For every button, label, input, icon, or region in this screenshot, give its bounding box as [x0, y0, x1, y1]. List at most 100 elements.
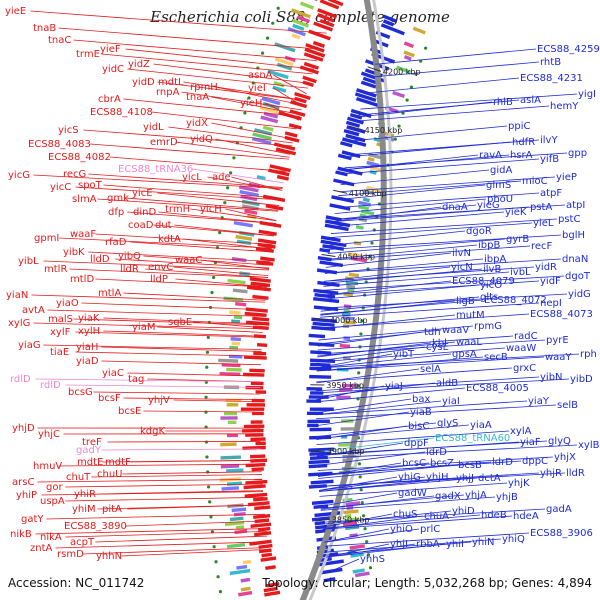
forward-gene-mark [252, 316, 270, 322]
stats-label: Topology: circular; Length: 5,032,268 bp… [262, 576, 592, 590]
gene-connector [73, 39, 317, 62]
gene-connector [324, 258, 562, 274]
gene-connector [330, 222, 533, 238]
gene-connector [103, 330, 263, 337]
gene-connector [351, 125, 508, 142]
forward-gene-mark [260, 556, 277, 562]
forward-gene-mark [265, 565, 276, 571]
gene-connector [126, 197, 279, 211]
gene-connector [127, 372, 261, 377]
gene-connector [316, 367, 513, 383]
reverse-gene-mark [320, 235, 341, 243]
gene-connector [328, 558, 360, 573]
gene-label: rdlD [10, 374, 31, 385]
kbp-tick-label: 3850 kbp [332, 515, 370, 524]
gene-label: radC [514, 331, 538, 342]
gene-label: yiaC [102, 368, 124, 379]
gene-connector [365, 77, 520, 94]
feature-block [274, 57, 294, 67]
gene-label: trmH [165, 204, 190, 215]
feature-block [232, 288, 248, 294]
gene-label: kdtA [158, 234, 181, 245]
gene-connector [43, 344, 262, 350]
feature-block [230, 337, 241, 342]
gene-label: hsrA [510, 150, 533, 161]
gc-dot [204, 395, 208, 399]
kbp-tick-label: 3900 kbp [327, 447, 365, 456]
gene-label: ECS88_4005 [466, 383, 529, 394]
gene-label: tdh [424, 327, 441, 338]
gene-connector [175, 278, 267, 288]
gene-label: chuS [393, 509, 418, 520]
gene-label: waaC [175, 255, 202, 266]
gene-connector [316, 353, 393, 369]
kbp-tick-label: 4050 kbp [337, 253, 375, 262]
gene-label: cbrA [98, 94, 121, 105]
gene-connector [319, 314, 456, 330]
gc-dot [247, 96, 251, 100]
gene-label: ibpB [478, 240, 500, 251]
feature-block [226, 481, 243, 486]
gene-label: atpI [566, 200, 585, 211]
gene-connector [322, 510, 452, 525]
gene-label: yibD [570, 374, 593, 385]
gene-label: kbl [432, 338, 447, 349]
reverse-gene-mark [313, 288, 339, 295]
reverse-gene-mark [312, 321, 335, 327]
gene-connector [316, 411, 410, 427]
feature-block [342, 316, 355, 321]
forward-gene-mark [242, 445, 266, 451]
forward-gene-mark [258, 548, 272, 554]
gene-connector [273, 87, 304, 107]
gene-connector [211, 96, 301, 116]
forward-gene-mark [302, 75, 317, 84]
forward-gene-mark [294, 92, 311, 100]
feature-block [352, 568, 365, 574]
gene-label: yibK [63, 247, 85, 258]
gene-label: glmS [486, 180, 511, 191]
gene-connector [370, 61, 540, 78]
reverse-gene-mark [319, 260, 344, 268]
gene-connector [101, 448, 261, 451]
gc-dot [365, 540, 369, 544]
gene-label: coaD [128, 220, 154, 231]
gene-connector [317, 460, 522, 475]
gene-connector [323, 266, 451, 282]
forward-gene-mark [257, 526, 271, 532]
gene-connector [325, 252, 452, 268]
gene-label: asnA [248, 70, 273, 81]
kbp-tick-mark [315, 518, 330, 522]
gene-label: yhjG [398, 472, 421, 483]
forward-gene-mark [268, 168, 290, 177]
gene-connector [318, 329, 442, 345]
gc-dot [357, 371, 361, 375]
gene-label: yigI [578, 89, 596, 100]
gene-label: mtlR [44, 264, 67, 275]
feature-block [412, 26, 426, 35]
gc-dot [215, 245, 220, 250]
gc-dot [359, 332, 363, 336]
gene-label: xylG [8, 318, 30, 329]
reverse-gene-mark [314, 293, 336, 299]
forward-gene-mark [265, 204, 284, 211]
gene-label: envC [148, 262, 173, 273]
gene-connector [123, 397, 261, 401]
gc-dot [218, 231, 222, 235]
gene-label: acpT [70, 537, 95, 548]
gene-label: ECS88_3890 [64, 521, 127, 532]
gene-label: yhjX [554, 452, 576, 463]
gene-label: yiaF [520, 437, 541, 448]
gene-connector [315, 398, 412, 414]
gene-label: yhjA [465, 490, 487, 501]
gene-connector [215, 86, 304, 106]
gc-dot [260, 51, 265, 55]
gene-connector [338, 180, 522, 197]
feature-block [231, 507, 247, 513]
gene-connector [320, 494, 465, 509]
feature-block [367, 156, 375, 162]
feature-block [256, 175, 266, 181]
gene-connector [347, 141, 512, 158]
gene-label: ECS88_4259 [537, 44, 600, 55]
gene-label: rnpA [156, 87, 180, 98]
